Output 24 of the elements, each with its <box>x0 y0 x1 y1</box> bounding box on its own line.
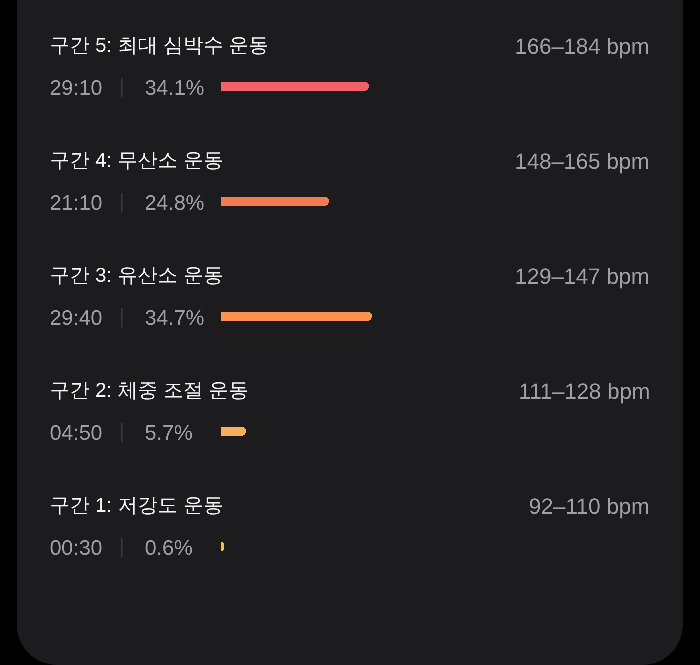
data-label: 0.6% <box>145 537 193 560</box>
bar <box>221 427 246 436</box>
y-tick-label: 구간 4: 무산소 운동 <box>50 150 224 172</box>
data-label: 24.8% <box>145 192 205 215</box>
bar <box>221 312 372 321</box>
y2-tick-label: 148–165 bpm <box>515 149 650 174</box>
text: 04:50 <box>50 422 103 445</box>
data-label: 34.1% <box>145 77 205 100</box>
y2-tick-label: 92–110 bpm <box>529 494 650 519</box>
y-tick-label: 구간 3: 유산소 운동 <box>50 265 224 287</box>
bar <box>221 197 329 206</box>
y-tick-label: 구간 5: 최대 심박수 운동 <box>50 35 269 57</box>
data-label: 34.7% <box>145 307 205 330</box>
y-tick-label: 구간 1: 저강도 운동 <box>50 495 224 517</box>
y2-tick-label: 129–147 bpm <box>515 264 650 289</box>
text: 29:40 <box>50 307 103 330</box>
text: 29:10 <box>50 77 103 100</box>
y2-tick-label: 111–128 bpm <box>519 379 650 404</box>
y-tick-label: 구간 2: 체중 조절 운동 <box>50 380 249 402</box>
y2-tick-label: 166–184 bpm <box>515 34 650 59</box>
bar <box>221 82 369 91</box>
text: 21:10 <box>50 192 103 215</box>
text: 00:30 <box>50 537 103 560</box>
data-label: 5.7% <box>145 422 193 445</box>
